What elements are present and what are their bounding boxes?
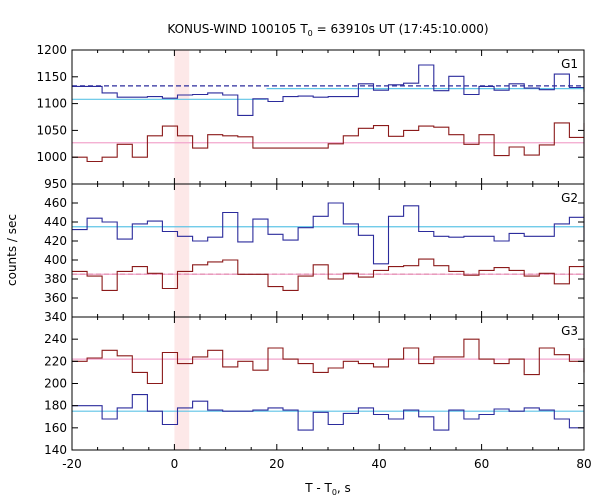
panel-g1-series-red [72,122,585,163]
y-axis-label: counts / sec [5,214,19,286]
y-tick-label-g2-400: 400 [44,253,67,267]
y-tick-label-g1-1000: 1000 [36,150,67,164]
panel-g2-series-red [72,258,585,291]
x-tick-label-80: 80 [576,457,591,471]
panel-label-g2: G2 [561,191,578,205]
y-tick-label-g1-950: 950 [44,177,67,191]
panel-label-g1: G1 [561,57,578,71]
panel-g2: 340 360 380 400 420 440 460 G2 [44,183,585,324]
y-tick-label-g3-180: 180 [44,399,67,413]
chart-title-subscript: 0 [308,29,313,38]
chart-title-rest: = 63910s UT (17:45:10.000) [313,22,489,36]
y-tick-label-g3-160: 160 [44,421,67,435]
y-tick-label-g1-1100: 1100 [36,97,67,111]
x-tick-label-20: 20 [269,457,284,471]
chart-title-main: KONUS-WIND 100105 T [167,22,308,36]
panel-g2-series-blue [72,202,585,265]
panel-label-g3: G3 [561,324,578,338]
y-tick-label-g1-1150: 1150 [36,70,67,84]
x-axis-label-main: T - T [304,481,332,495]
y-tick-label-g2-460: 460 [44,196,67,210]
x-axis-label-rest: , s [337,481,351,495]
plot-area: 95010001050110011501200G1340360380400420… [36,43,591,471]
panel-g1: 950 1000 1050 1100 1150 1200 G1 [36,43,585,191]
y-tick-label-g1-1200: 1200 [36,43,67,57]
y-tick-label-g3-220: 220 [44,354,67,368]
panel-g1-series-blue [72,64,585,116]
y-tick-label-g2-440: 440 [44,215,67,229]
chart-title: KONUS-WIND 100105 T0 = 63910s UT (17:45:… [167,22,488,38]
y-tick-label-g2-340: 340 [44,310,67,324]
y-tick-label-g3-240: 240 [44,332,67,346]
x-tick-label-0: 0 [171,457,179,471]
y-tick-label-g1-1050: 1050 [36,123,67,137]
y-tick-label-g2-420: 420 [44,234,67,248]
y-tick-label-g2-360: 360 [44,291,67,305]
y-tick-label-g3-200: 200 [44,377,67,391]
panel-g3-series-blue [72,394,585,431]
x-axis-label-subscript: 0 [332,488,337,497]
y-tick-label-g3-140: 140 [44,443,67,457]
y-tick-label-g2-380: 380 [44,272,67,286]
panel-g3: 140 160 180 200 220 240 G3 [44,316,585,457]
panel-g1-frame [71,49,585,185]
x-axis-label: T - T0, s [304,481,351,497]
x-tick-label-40: 40 [372,457,387,471]
panel-g3-series-red [72,338,585,385]
x-tick-label-60: 60 [474,457,489,471]
x-tick-label--20: -20 [62,457,82,471]
trigger-highlight-band [174,50,190,450]
